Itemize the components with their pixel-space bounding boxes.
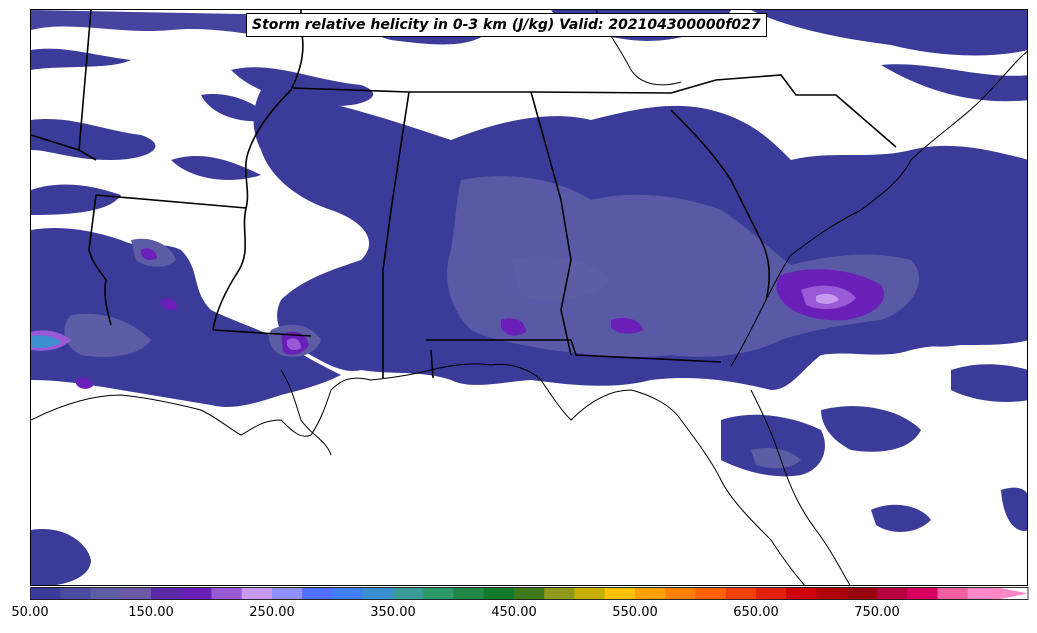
colorbar-extend-arrow bbox=[998, 587, 1028, 600]
colorbar-tick-label: 50.00 bbox=[11, 605, 49, 620]
colorbar-tick-label: 650.00 bbox=[733, 605, 779, 620]
colorbar-tick-label: 250.00 bbox=[249, 605, 295, 620]
colorbar-segment bbox=[756, 587, 787, 600]
colorbar-segment bbox=[302, 587, 333, 600]
colorbar-segment bbox=[544, 587, 575, 600]
colorbar-segments bbox=[30, 587, 1028, 600]
colorbar-segment bbox=[846, 587, 878, 600]
colorbar-outline bbox=[30, 587, 1029, 600]
colorbar-segment bbox=[151, 587, 182, 600]
colorbar-segment bbox=[786, 587, 817, 600]
colorbar-segment bbox=[574, 587, 606, 600]
colorbar-segment bbox=[60, 587, 91, 600]
colorbar-tick-label: 750.00 bbox=[854, 605, 900, 620]
colorbar-tick-label: 150.00 bbox=[128, 605, 174, 620]
colorbar-segment bbox=[695, 587, 727, 600]
colorbar-segment bbox=[725, 587, 757, 600]
colorbar-segment bbox=[90, 587, 122, 600]
helicity-map bbox=[31, 10, 1027, 585]
colorbar-segment bbox=[362, 587, 394, 600]
colorbar-segment bbox=[483, 587, 515, 600]
colorbar-segment bbox=[635, 587, 666, 600]
helicity-field-max bbox=[31, 293, 839, 348]
colorbar-segment bbox=[30, 587, 61, 600]
colorbar-segment bbox=[272, 587, 303, 600]
colorbar-segment bbox=[604, 587, 636, 600]
map-panel bbox=[30, 9, 1028, 586]
map-title: Storm relative helicity in 0-3 km (J/kg)… bbox=[246, 13, 767, 37]
colorbar-segment bbox=[877, 587, 908, 600]
colorbar-segment bbox=[665, 587, 696, 600]
colorbar-tick-label: 450.00 bbox=[491, 605, 537, 620]
colorbar-segment bbox=[211, 587, 243, 600]
colorbar-segment bbox=[514, 587, 545, 600]
colorbar-segment bbox=[907, 587, 938, 600]
colorbar-segment bbox=[453, 587, 485, 600]
colorbar-segment bbox=[181, 587, 212, 600]
colorbar-tick-label: 350.00 bbox=[370, 605, 416, 620]
colorbar-segment bbox=[332, 587, 364, 600]
colorbar-tick-label: 550.00 bbox=[612, 605, 658, 620]
colorbar bbox=[30, 587, 1029, 600]
colorbar-segment bbox=[393, 587, 424, 600]
state-borders bbox=[31, 10, 897, 379]
colorbar-segment bbox=[120, 587, 152, 600]
colorbar-segment bbox=[816, 587, 848, 600]
colorbar-segment bbox=[241, 587, 273, 600]
colorbar-segment bbox=[967, 587, 999, 600]
colorbar-segment bbox=[937, 587, 969, 600]
colorbar-segment bbox=[423, 587, 454, 600]
coastline bbox=[31, 10, 1027, 585]
